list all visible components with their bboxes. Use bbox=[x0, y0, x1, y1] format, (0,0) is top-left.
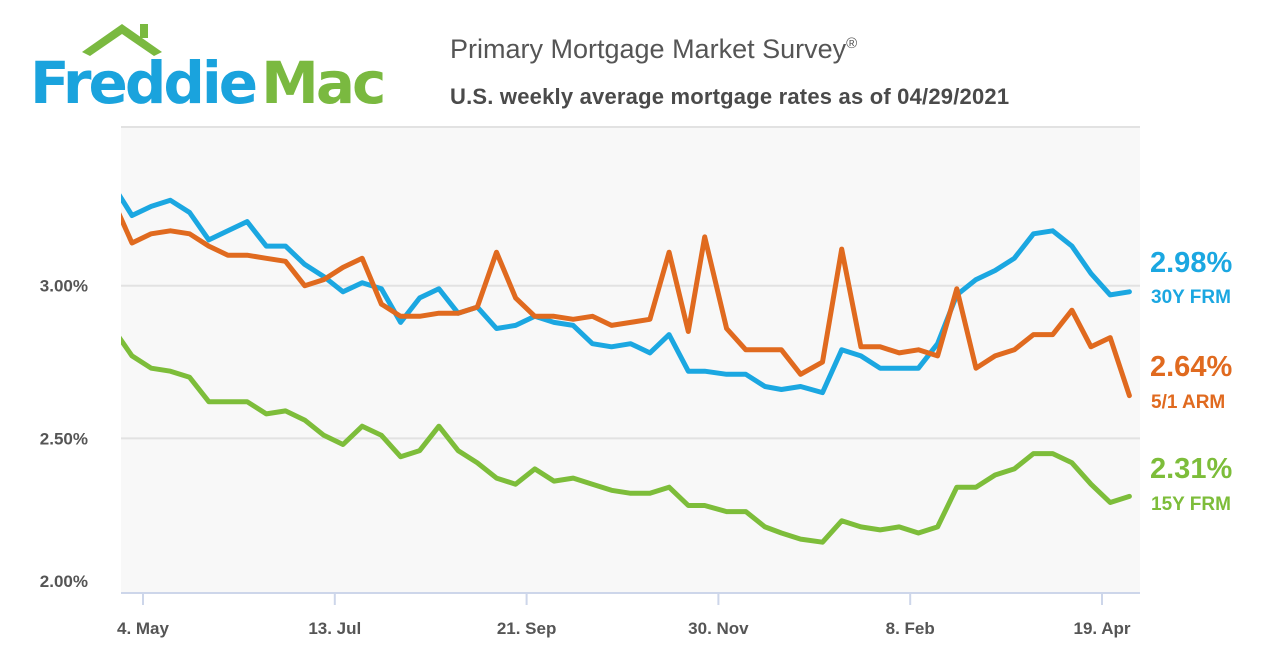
x-tick-label: 19. Apr bbox=[1073, 619, 1130, 638]
x-tick-label: 8. Feb bbox=[886, 619, 935, 638]
series-line-5-1-arm bbox=[121, 212, 1132, 399]
logo-freddie: Freddie bbox=[30, 49, 258, 117]
house-roof-icon bbox=[82, 24, 162, 56]
y-tick-label: 2.00% bbox=[40, 572, 88, 591]
series-line-15y-frm bbox=[121, 335, 1132, 545]
latest-value-label: 2.64% bbox=[1150, 351, 1232, 383]
latest-value-label: 2.31% bbox=[1150, 453, 1232, 485]
freddie-mac-logo: Freddie Mac bbox=[30, 20, 410, 118]
x-tick-label: 30. Nov bbox=[688, 619, 749, 638]
series-name-label: 30Y FRM bbox=[1151, 287, 1231, 308]
registered-mark: ® bbox=[846, 35, 858, 52]
chart-title-text: Primary Mortgage Market Survey bbox=[450, 34, 847, 64]
y-tick-label: 3.00% bbox=[40, 277, 88, 296]
series-name-label: 5/1 ARM bbox=[1151, 392, 1225, 413]
series-name-label: 15Y FRM bbox=[1151, 494, 1231, 515]
latest-value-label: 2.98% bbox=[1150, 247, 1232, 279]
y-tick-label: 2.50% bbox=[40, 429, 88, 448]
x-tick-label: 4. May bbox=[117, 619, 170, 638]
chart-title: Primary Mortgage Market Survey® bbox=[450, 34, 857, 65]
x-tick-label: 21. Sep bbox=[497, 619, 557, 638]
plot-background bbox=[121, 127, 1140, 593]
x-tick-label: 13. Jul bbox=[308, 619, 361, 638]
chart-subtitle: U.S. weekly average mortgage rates as of… bbox=[450, 84, 1010, 109]
logo-wordmark: Freddie Mac bbox=[30, 48, 386, 118]
logo-mac: Mac bbox=[261, 49, 386, 117]
